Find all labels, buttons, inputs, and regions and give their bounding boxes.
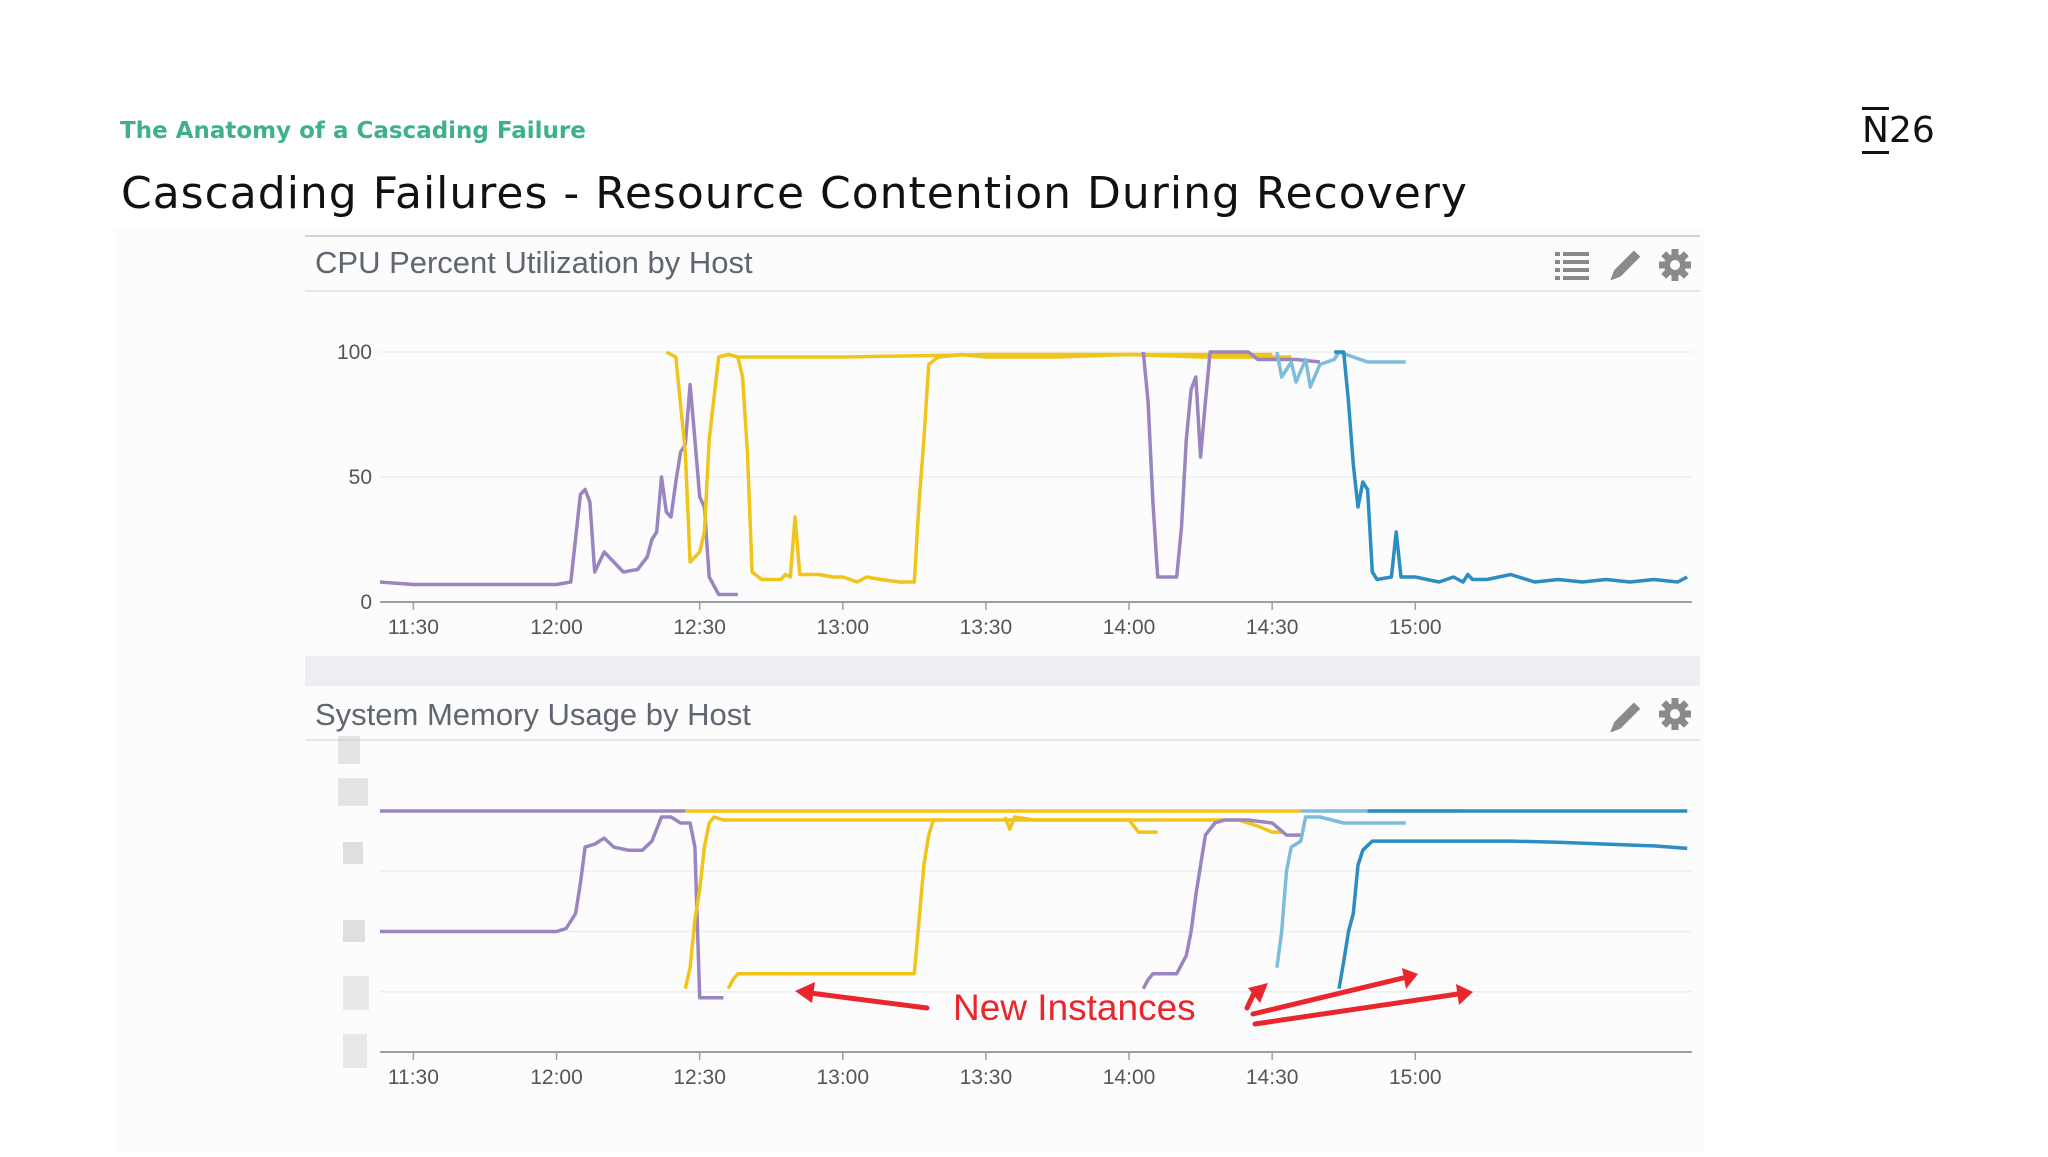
x-tick-label: 14:30 xyxy=(1246,1066,1299,1089)
x-tick-label: 12:30 xyxy=(673,1066,726,1089)
y-tick-label: 50 xyxy=(349,466,372,489)
x-tick-label: 11:30 xyxy=(388,616,439,639)
dashboard-screenshot: CPU Percent Utilization by Host 11:30 12:… xyxy=(115,228,1705,1152)
cpu-chart: 11:30 12:00 12:30 13:00 13:30 14:00 14:30 15:00… xyxy=(337,341,1692,639)
series-line xyxy=(1334,350,1689,584)
series-line xyxy=(737,352,1273,359)
series-line xyxy=(379,382,738,597)
x-tick-label: 11:30 xyxy=(388,1066,439,1089)
x-tick-label: 14:00 xyxy=(1103,1066,1156,1089)
widget-separator xyxy=(305,656,1700,686)
annotation-arrow xyxy=(807,990,930,1011)
x-tick-label: 13:00 xyxy=(816,616,869,639)
annotation-arrowhead xyxy=(1402,968,1418,989)
series-line xyxy=(726,818,939,990)
list-icon[interactable] xyxy=(1555,252,1589,280)
blurred-y-labels xyxy=(338,736,369,1068)
annotation-arrowhead xyxy=(795,982,815,1003)
series-line xyxy=(1275,350,1406,389)
x-tick-label: 14:30 xyxy=(1246,616,1299,639)
annotation-arrow xyxy=(1250,975,1406,1017)
gear-icon[interactable] xyxy=(1659,249,1691,281)
cpu-widget-title: CPU Percent Utilization by Host xyxy=(315,245,753,280)
series-line xyxy=(1141,350,1321,579)
memory-widget-title: System Memory Usage by Host xyxy=(315,697,751,732)
series-line xyxy=(380,815,724,1000)
slide-kicker: The Anatomy of a Cascading Failure xyxy=(120,118,586,144)
series-line xyxy=(1337,839,1688,989)
series-line xyxy=(665,350,1292,584)
x-tick-label: 12:30 xyxy=(673,616,726,639)
slide-title: Cascading Failures - Resource Contention… xyxy=(121,168,1468,219)
y-tick-label: 100 xyxy=(337,341,372,364)
y-tick-label: 0 xyxy=(360,591,372,614)
x-tick-label: 13:00 xyxy=(816,1066,869,1089)
gear-icon[interactable] xyxy=(1659,698,1691,730)
brand-logo: N26 xyxy=(1862,107,1935,154)
series-line xyxy=(683,815,1282,990)
new-instances-annotation: New Instances xyxy=(795,968,1473,1028)
dashboard-svg: CPU Percent Utilization by Host 11:30 12:… xyxy=(305,235,1700,1089)
memory-chart: 11:30 12:00 12:30 13:00 13:30 14:00 14:30 15:00 xyxy=(380,809,1692,1089)
annotation-arrow xyxy=(1252,991,1461,1027)
x-tick-label: 14:00 xyxy=(1103,616,1156,639)
pencil-icon[interactable] xyxy=(1607,250,1641,283)
x-tick-label: 15:00 xyxy=(1389,616,1442,639)
series-line xyxy=(1141,818,1301,990)
x-tick-label: 13:30 xyxy=(960,1066,1013,1089)
x-tick-label: 12:00 xyxy=(530,616,583,639)
annotation-arrowhead xyxy=(1248,983,1268,1003)
annotation-arrowhead xyxy=(1456,984,1473,1005)
x-tick-label: 15:00 xyxy=(1389,1066,1442,1089)
x-tick-label: 13:30 xyxy=(960,616,1013,639)
x-tick-label: 12:00 xyxy=(530,1066,583,1089)
series-line xyxy=(1003,815,1158,834)
annotation-label: New Instances xyxy=(953,987,1196,1028)
pencil-icon[interactable] xyxy=(1607,702,1641,735)
series-line xyxy=(1275,815,1406,968)
